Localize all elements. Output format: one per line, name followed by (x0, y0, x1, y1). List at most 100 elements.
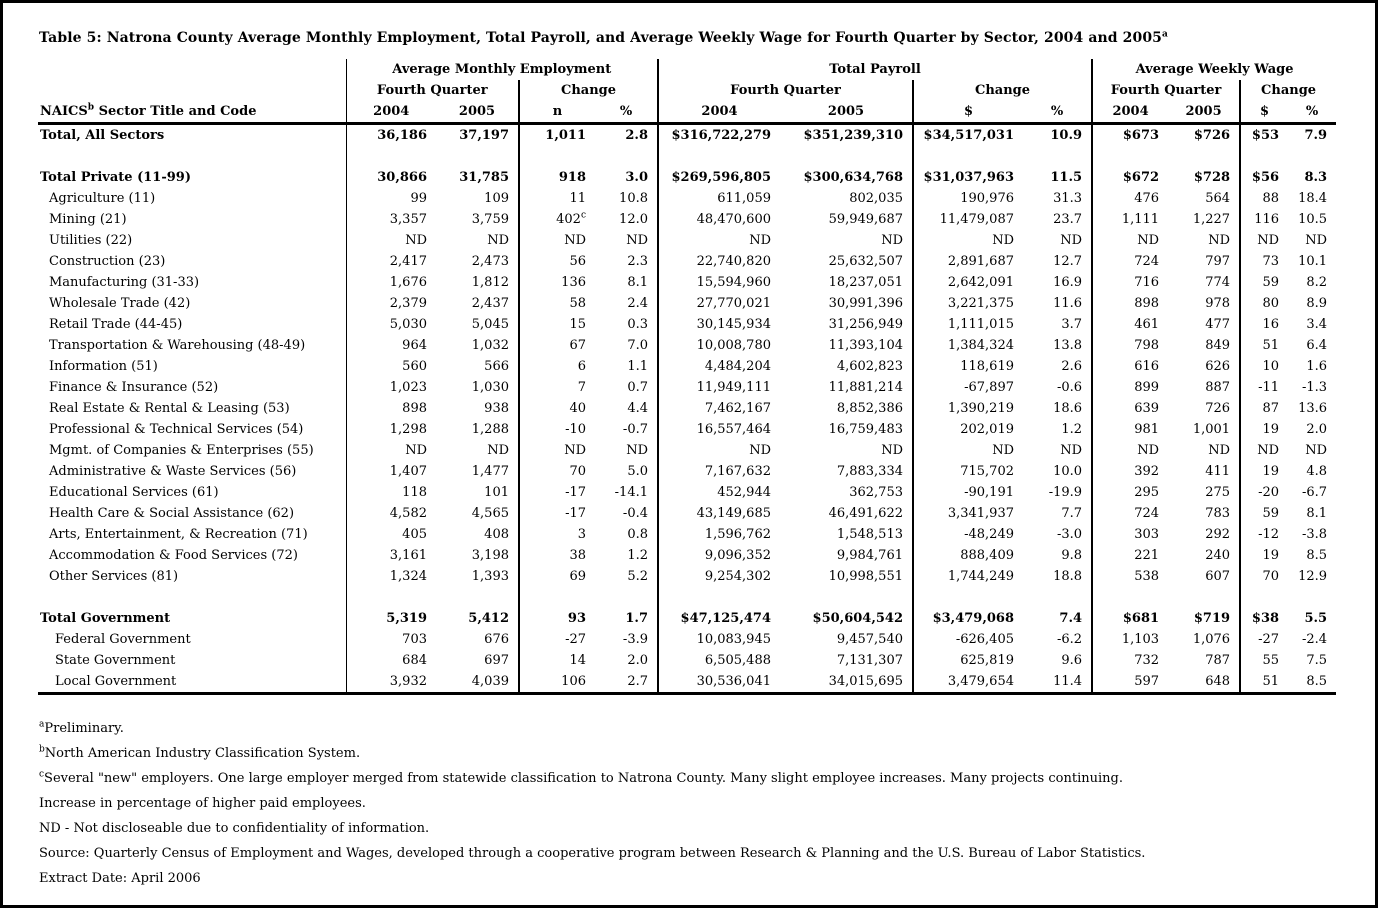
table-row: Other Services (81) 1,324 1,393 69 5.2 9,254,… (38, 566, 1336, 587)
value-cell: -0.4 (622, 506, 648, 521)
value-cell: 1,030 (471, 380, 509, 395)
value-cell: 10,008,780 (657, 335, 780, 356)
value-cell: 10,998,551 (828, 569, 903, 584)
column-header-row: NAICSb Sector Title and Code 2004 2005 n… (38, 101, 1337, 125)
table-row: Construction (23) 2,417 2,473 56 2.3 22,740,8… (38, 251, 1336, 272)
value-cell: 8.1 (627, 275, 648, 290)
value-cell: 11,881,214 (828, 380, 903, 395)
value-cell: 8.1 (1306, 506, 1328, 521)
value-cell: 797 (1205, 254, 1231, 269)
value-cell: 118,619 (912, 356, 1023, 377)
value-cell: -3.0 (1056, 527, 1083, 542)
value-cell: 18.8 (1053, 569, 1083, 584)
value-cell: ND (1091, 230, 1169, 251)
value-cell (1091, 146, 1169, 167)
value-cell: ND (487, 443, 509, 458)
value-cell: $351,239,310 (803, 128, 903, 143)
value-cell: 2,473 (471, 254, 509, 269)
table-header: Average Monthly Employment Total Payroll… (38, 59, 1337, 125)
value-cell: -0.6 (1056, 380, 1083, 395)
footnote-marker: b (39, 744, 45, 755)
value-cell: 9,254,302 (657, 566, 780, 587)
value-cell: 625,819 (912, 650, 1023, 671)
value-cell: 48,470,600 (657, 209, 780, 230)
value-cell (1288, 587, 1336, 608)
value-cell: 5.5 (1304, 611, 1328, 626)
sector-label: Retail Trade (44-45) (49, 317, 183, 332)
value-cell (518, 587, 595, 608)
value-cell: $269,596,805 (657, 167, 780, 188)
sector-label: Utilities (22) (49, 233, 133, 248)
stub-header-text: NAICS (40, 104, 88, 119)
value-cell (912, 146, 1023, 167)
value-cell: 392 (1091, 461, 1169, 482)
value-cell: 3,759 (471, 212, 509, 227)
value-cell: 4,565 (471, 506, 509, 521)
value-cell: 11,949,111 (657, 377, 780, 398)
value-cell: 405 (345, 524, 436, 545)
sector-label: Administrative & Waste Services (56) (49, 464, 297, 479)
value-cell: 697 (484, 653, 509, 668)
value-cell: 1,477 (471, 464, 509, 479)
value-cell: ND (345, 440, 436, 461)
value-cell: -1.3 (1302, 380, 1328, 395)
table-row: Professional & Technical Services (54) 1,… (38, 419, 1336, 440)
value-cell: ND (1305, 443, 1328, 458)
value-cell: 898 (1091, 293, 1169, 314)
value-cell: -626,405 (912, 629, 1023, 650)
value-cell: 9.8 (1061, 548, 1083, 563)
value-cell: -27 (1239, 629, 1289, 650)
value-cell: 1,812 (471, 275, 509, 290)
value-cell: 4,039 (436, 671, 519, 695)
value-cell (595, 146, 658, 167)
column-header: 2005 (780, 101, 913, 125)
value-cell: 888,409 (912, 545, 1023, 566)
value-cell: 476 (1091, 188, 1169, 209)
value-cell: 16,557,464 (657, 419, 780, 440)
value-cell: 1,324 (345, 566, 436, 587)
cell-footnote-marker: c (580, 210, 586, 221)
value-cell: 7.5 (1306, 653, 1328, 668)
value-cell: 2.3 (627, 254, 648, 269)
sector-label: Professional & Technical Services (54) (49, 422, 304, 437)
value-cell: 12.9 (1298, 569, 1328, 584)
stub-header-text: Sector Title and Code (94, 104, 257, 119)
value-cell: 31,785 (459, 170, 509, 185)
value-cell: 564 (1205, 191, 1231, 206)
footnote: ND - Not discloseable due to confidentia… (39, 821, 430, 836)
value-cell: 1,111 (1091, 209, 1169, 230)
sector-label: Educational Services (61) (49, 485, 219, 500)
value-cell: 7.4 (1059, 611, 1083, 626)
column-header: 2004 (345, 101, 436, 125)
value-cell: 3,161 (345, 545, 436, 566)
value-cell: 30,536,041 (657, 671, 780, 695)
value-cell: 560 (345, 356, 436, 377)
value-cell: 2,891,687 (912, 251, 1023, 272)
value-cell: $672 (1091, 167, 1169, 188)
sector-label: Information (51) (49, 359, 158, 374)
table-row: Educational Services (61) 118 101 -17 -14.1 4… (38, 482, 1336, 503)
column-header: % (1288, 101, 1337, 125)
value-cell: 70 (518, 461, 595, 482)
column-header: 2005 (1168, 101, 1241, 125)
value-cell: $316,722,279 (657, 123, 780, 146)
table-row: Retail Trade (44-45) 5,030 5,045 15 0.3 30,14… (38, 314, 1336, 335)
table-row: Wholesale Trade (42) 2,379 2,437 58 2.4 27,77… (38, 293, 1336, 314)
table-row: Information (51) 560 566 6 1.1 4,484,204 4,602… (38, 356, 1336, 377)
value-cell: 1,676 (345, 272, 436, 293)
value-cell: 7 (518, 377, 595, 398)
value-cell: 9,096,352 (657, 545, 780, 566)
value-cell (345, 587, 436, 608)
column-header: 2005 (436, 101, 519, 125)
footnote: Extract Date: April 2006 (39, 871, 201, 886)
value-cell: 38 (518, 545, 595, 566)
value-cell: -17 (518, 503, 595, 524)
value-cell: 30,866 (345, 167, 436, 188)
value-cell: 10.9 (1050, 128, 1083, 143)
sector-label: Federal Government (55, 632, 191, 647)
value-cell: 40 (518, 398, 595, 419)
value-cell: ND (1239, 440, 1289, 461)
table-row: Total Government 5,319 5,412 93 1.7 $47,125,4… (38, 608, 1336, 629)
value-cell: 88 (1239, 188, 1289, 209)
value-cell: 2.0 (1306, 422, 1328, 437)
